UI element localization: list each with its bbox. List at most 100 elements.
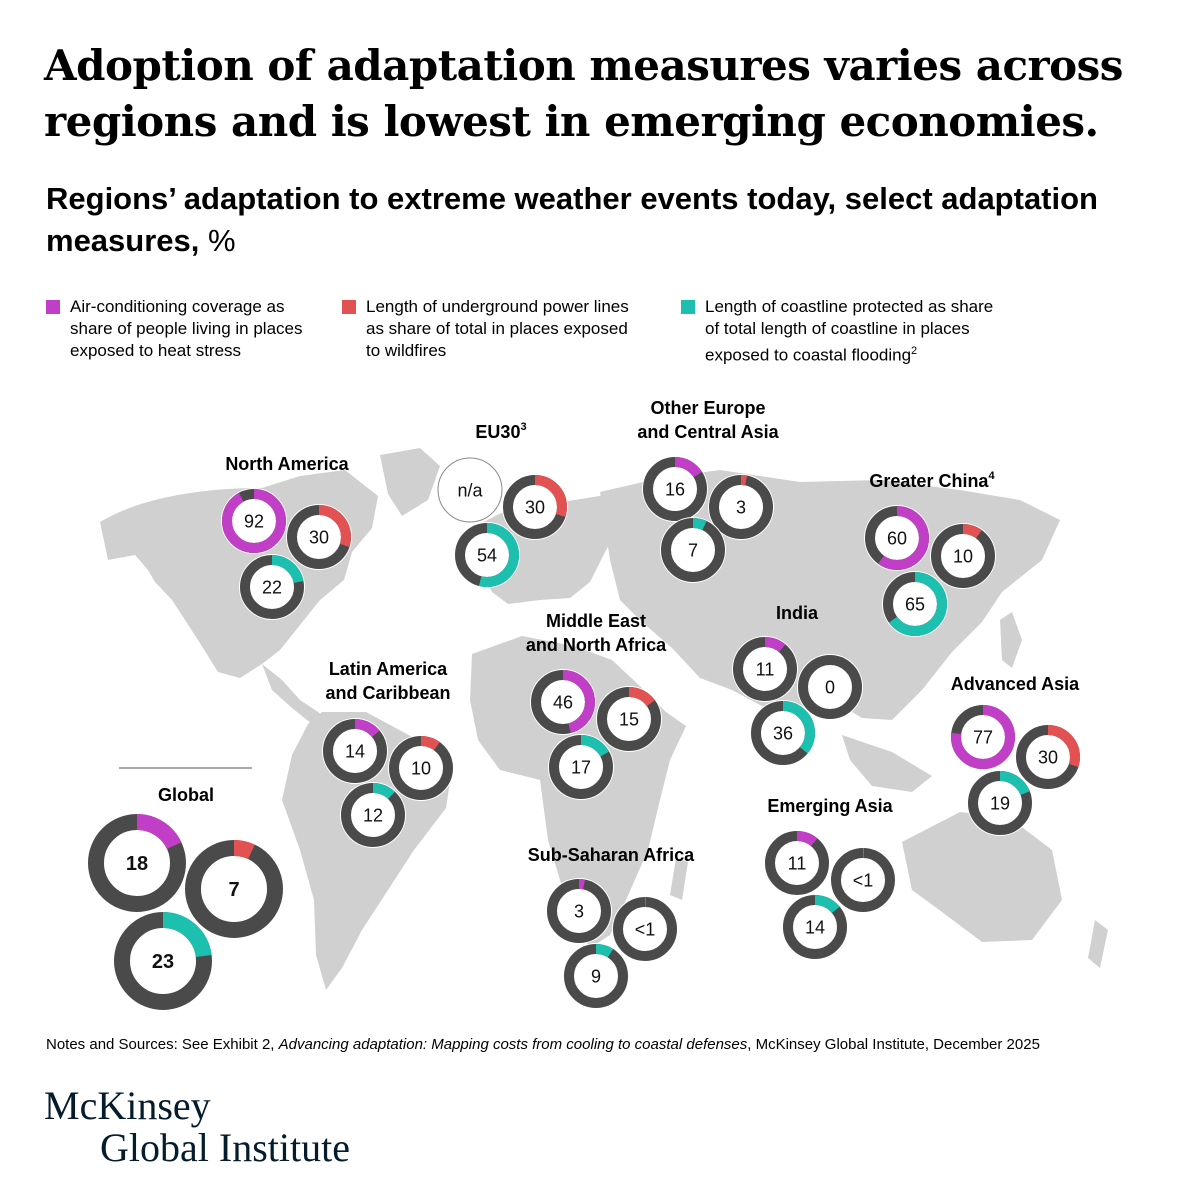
donut-value-arc (597, 687, 661, 751)
donut-other-europe-and-central-asia-power: 3 (708, 474, 774, 540)
donut-advanced-asia-coast: 19 (967, 770, 1033, 836)
donut-north-america-power: 30 (286, 504, 352, 570)
donut-value-label: 10 (953, 546, 973, 566)
region-label-middle-east-and-north-africa-line2: and North Africa (526, 635, 667, 655)
donut-global-power: 7 (184, 839, 284, 939)
donut-value-arc (240, 555, 304, 619)
donut-value-label: <1 (853, 870, 874, 890)
donut-middle-east-and-north-africa-ac: 46 (530, 669, 596, 735)
donut-latin-america-and-caribbean-coast: 12 (340, 782, 406, 848)
donut-value-arc (503, 475, 567, 539)
legend-label-coast: Length of coastline protected as share o… (705, 296, 993, 367)
donut-value-arc (931, 524, 995, 588)
donut-value-arc (389, 736, 453, 800)
donut-value-arc (114, 912, 212, 1010)
donut-value-arc (323, 719, 387, 783)
brand-line-2: Global Institute (100, 1125, 350, 1170)
donut-value-label: 17 (571, 757, 591, 777)
donut-eu30-ac: n/a (437, 457, 503, 523)
donut-value-label: 3 (574, 901, 584, 921)
donut-value-label: 60 (887, 528, 907, 548)
donut-value-arc (968, 771, 1032, 835)
donut-greater-china-power: 10 (930, 523, 996, 589)
donut-value-label: 18 (126, 853, 148, 875)
region-label-sup: 3 (520, 421, 526, 433)
donut-value-label: 19 (990, 793, 1010, 813)
donut-value-arc (564, 944, 628, 1008)
donut-sub-saharan-africa-power: <1 (612, 896, 678, 962)
donut-value-arc (765, 831, 829, 895)
donut-value-arc (831, 848, 895, 912)
donut-sub-saharan-africa-ac: 3 (546, 878, 612, 944)
donut-value-arc (783, 895, 847, 959)
notes-report-title: Advancing adaptation: Mapping costs from… (278, 1036, 748, 1053)
donut-eu30-power: 30 (502, 474, 568, 540)
donut-latin-america-and-caribbean-power: 10 (388, 735, 454, 801)
donut-middle-east-and-north-africa-coast: 17 (548, 734, 614, 800)
donut-advanced-asia-ac: 77 (950, 704, 1016, 770)
donut-north-america-ac: 92 (221, 488, 287, 554)
legend-item-power: Length of underground power lines as sha… (342, 296, 629, 362)
donut-other-europe-and-central-asia-coast: 7 (660, 517, 726, 583)
donut-sub-saharan-africa-coast: 9 (563, 943, 629, 1009)
donut-greater-china-ac: 60 (864, 505, 930, 571)
legend-label-coast-text: Length of coastline protected as share o… (705, 297, 994, 365)
brand-line-1: McKinsey (44, 1083, 211, 1128)
region-label-greater-china: Greater China4 (869, 470, 995, 491)
region-label-sup: 4 (988, 470, 995, 482)
legend-item-ac: Air-conditioning coverage as share of pe… (46, 296, 302, 362)
donut-value-arc (222, 489, 286, 553)
donut-value-arc (613, 897, 677, 961)
region-label-other-europe-and-central-asia-line2: and Central Asia (637, 422, 779, 442)
region-label-north-america: North America (225, 454, 349, 474)
legend-item-coast: Length of coastline protected as share o… (681, 296, 993, 367)
donut-emerging-asia-coast: 14 (782, 894, 848, 960)
donut-global-coast: 23 (113, 911, 213, 1011)
donut-value-label: 10 (411, 758, 431, 778)
donut-value-arc (341, 783, 405, 847)
region-label-latin-america-and-caribbean-line2: and Caribbean (325, 683, 450, 703)
notes-sources: Notes and Sources: See Exhibit 2, Advanc… (46, 1035, 1156, 1055)
map-southeast-asia (842, 735, 932, 792)
donut-value-label: 3 (736, 497, 746, 517)
donut-value-label: 15 (619, 709, 639, 729)
donut-emerging-asia-power: <1 (830, 847, 896, 913)
donut-value-arc (547, 879, 611, 943)
donut-value-label: 77 (973, 727, 993, 747)
brand-logo: McKinsey Global Institute (44, 1085, 350, 1169)
donut-value-label: 92 (244, 511, 264, 531)
donut-india-ac: 11 (732, 636, 798, 702)
map-central-america (262, 664, 330, 724)
donut-value-arc (185, 840, 283, 938)
donut-value-arc (643, 457, 707, 521)
donut-emerging-asia-ac: 11 (764, 830, 830, 896)
donut-value-arc (661, 518, 725, 582)
notes-prefix: Notes and Sources: See Exhibit 2, (46, 1036, 279, 1053)
donut-value-label: 11 (788, 853, 807, 873)
region-label-global: Global (158, 785, 214, 805)
donut-value-label: 11 (756, 659, 775, 679)
donut-value-label: 30 (525, 497, 545, 517)
map-greenland (380, 448, 440, 516)
map-japan (1000, 612, 1022, 668)
donut-global-ac: 18 (87, 813, 187, 913)
donut-layer: 92 30 22 n/a 30 54 16 3 7 60 10 65 11 0 36 46 15 17 14 10 12… (87, 456, 1081, 1011)
donut-value-arc (1016, 725, 1080, 789)
region-label-india: India (776, 603, 819, 623)
donut-eu30-coast: 54 (454, 522, 520, 588)
subtitle-text: Regions’ adaptation to extreme weather e… (46, 181, 1098, 258)
donut-value-label: 54 (477, 545, 497, 565)
donut-north-america-coast: 22 (239, 554, 305, 620)
map-australia (902, 812, 1062, 942)
donut-value-arc (733, 637, 797, 701)
donut-value-label: 7 (228, 879, 239, 901)
region-label-advanced-asia: Advanced Asia (951, 674, 1080, 694)
donut-value-label: 36 (773, 723, 793, 743)
donut-value-label: 12 (363, 805, 383, 825)
region-label-latin-america-and-caribbean-line1: Latin America (329, 659, 448, 679)
donut-value-label: 14 (345, 741, 365, 761)
legend-label-ac: Air-conditioning coverage as share of pe… (70, 297, 303, 360)
donut-value-label: 65 (905, 594, 925, 614)
donut-india-power: 0 (797, 654, 863, 720)
region-label-eu30: EU303 (475, 421, 526, 442)
